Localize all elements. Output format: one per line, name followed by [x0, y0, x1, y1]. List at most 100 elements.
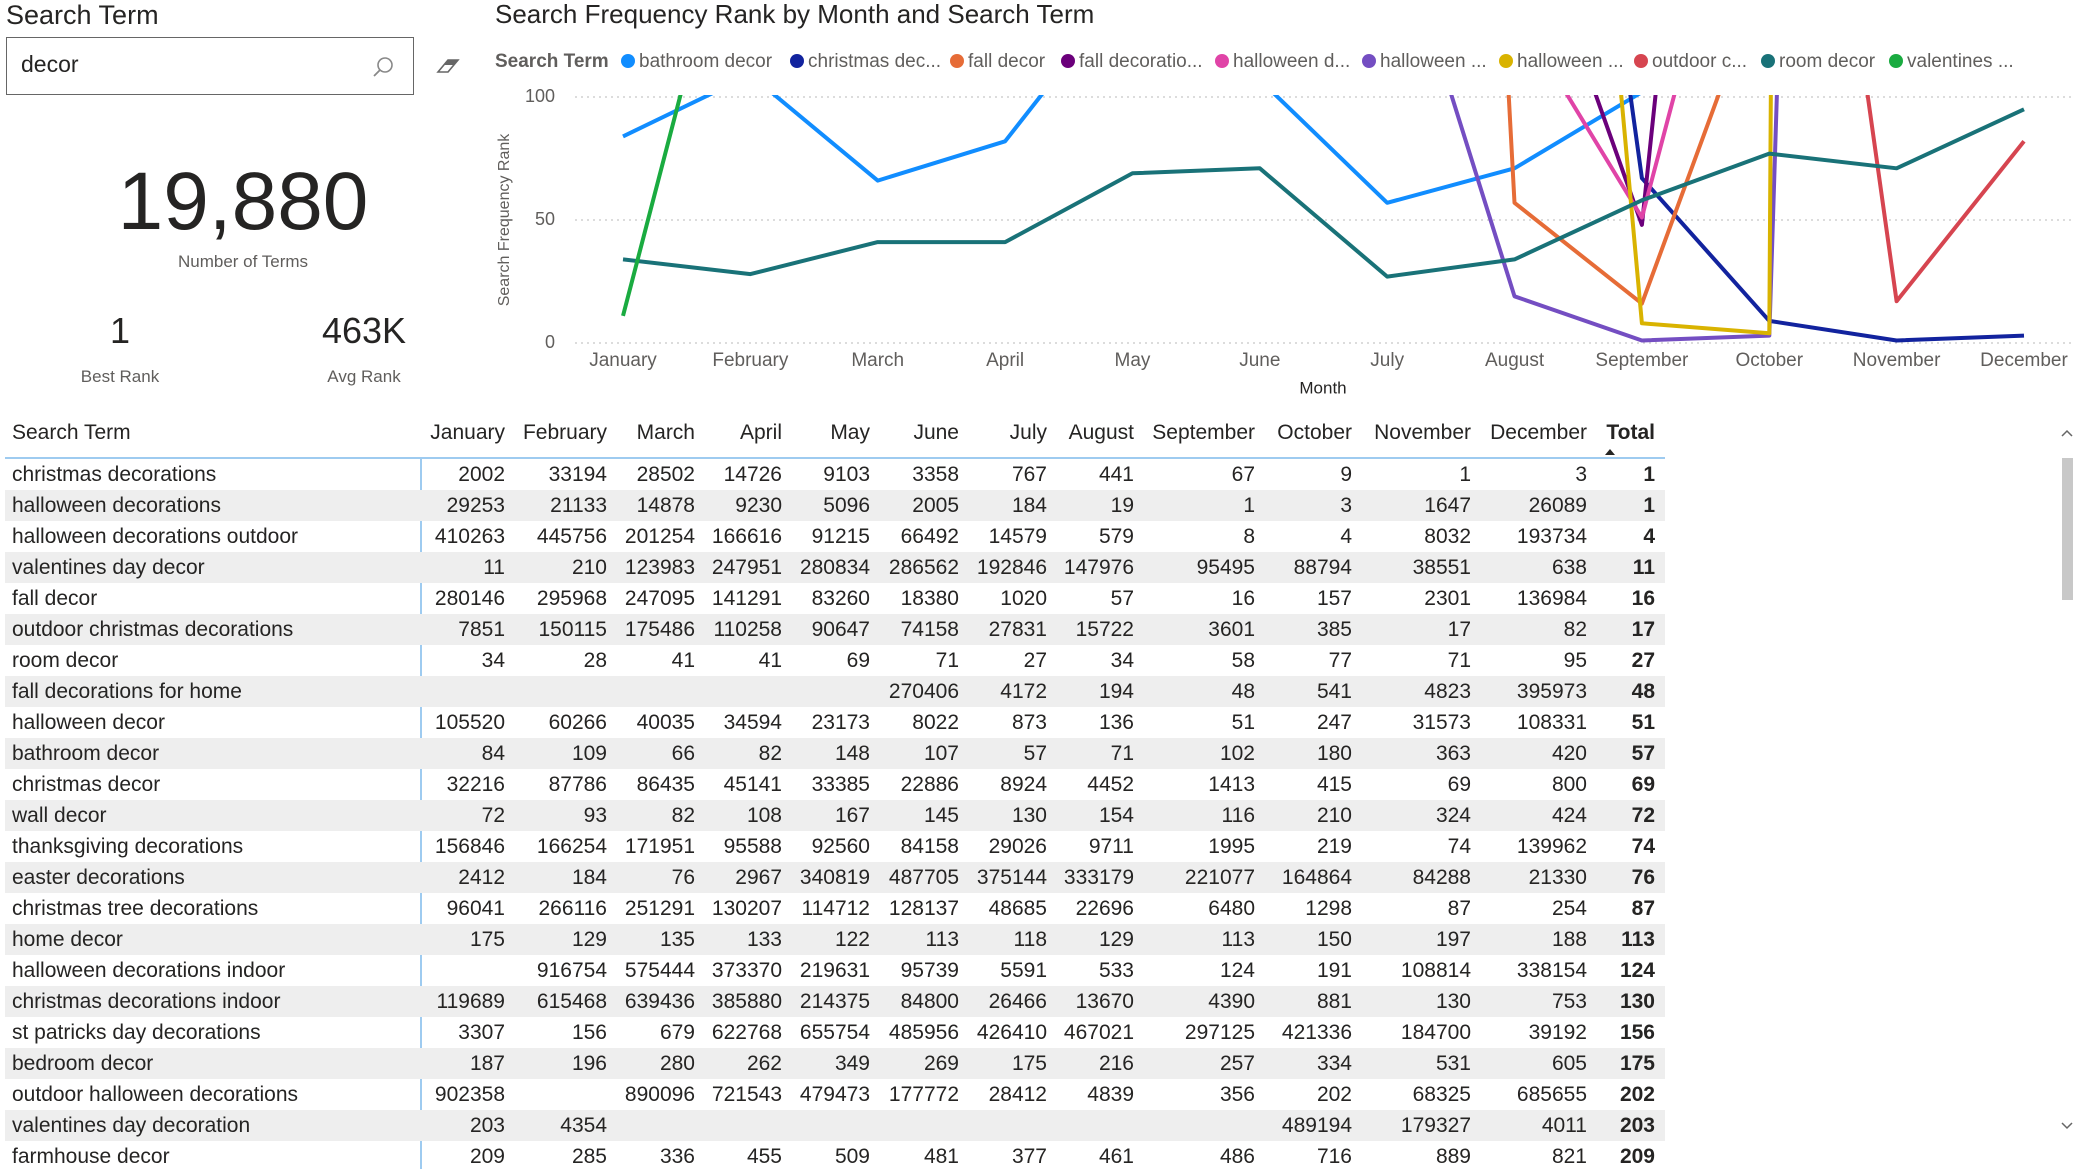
- column-header: October: [1277, 421, 1352, 444]
- table-cell: 45141: [723, 773, 782, 796]
- table-cell: 175: [469, 928, 505, 951]
- y-tick-label: 50: [535, 209, 555, 229]
- table-cell: 247951: [711, 556, 782, 579]
- table-cell: 1: [1243, 494, 1255, 517]
- table-cell: 48: [1631, 680, 1655, 703]
- card-value: 1: [109, 310, 131, 352]
- table-cell: 4: [1340, 525, 1352, 548]
- table-cell: 166254: [536, 835, 607, 858]
- matrix-table: Search Term January February March April May J…: [0, 415, 2050, 1169]
- table-cell: 164864: [1281, 866, 1352, 889]
- table-cell: 123983: [624, 556, 695, 579]
- row-stripe: [5, 738, 1665, 769]
- legend-title: Search Term: [495, 51, 609, 72]
- table-cell: 136984: [1516, 587, 1587, 610]
- table-cell: 40035: [636, 711, 695, 734]
- row-label: easter decorations: [12, 866, 185, 889]
- table-cell: 171951: [624, 835, 695, 858]
- table-cell: 4: [1643, 525, 1655, 548]
- table-cell: 219631: [799, 959, 870, 982]
- x-tick-label: February: [712, 350, 789, 371]
- table-cell: 69: [1447, 773, 1471, 796]
- table-cell: 27: [1023, 649, 1047, 672]
- table-cell: 114712: [801, 897, 870, 920]
- table-cell: 4354: [560, 1114, 607, 1137]
- column-header: Total: [1606, 421, 1655, 444]
- column-header: June: [913, 421, 959, 444]
- column-header: December: [1490, 421, 1587, 444]
- table-cell: 541: [1316, 680, 1352, 703]
- table-cell: 9: [1340, 463, 1352, 486]
- row-stripe: [5, 986, 1665, 1017]
- table-cell: 105520: [434, 711, 505, 734]
- row-stripe: [5, 490, 1665, 521]
- table-cell: 280146: [434, 587, 505, 610]
- table-cell: 1: [1643, 494, 1655, 517]
- search-icon[interactable]: [372, 55, 396, 79]
- table-cell: 821: [1551, 1145, 1587, 1168]
- column-header: March: [636, 421, 695, 444]
- table-cell: 445756: [536, 525, 607, 548]
- table-cell: 14726: [723, 463, 782, 486]
- table-cell: 86435: [636, 773, 695, 796]
- search-box[interactable]: decor: [6, 37, 414, 95]
- table-cell: 51: [1631, 711, 1655, 734]
- table-cell: 509: [834, 1145, 870, 1168]
- row-label: halloween decorations outdoor: [12, 525, 299, 548]
- table-cell: 16: [1631, 587, 1655, 610]
- table-cell: 622768: [711, 1021, 782, 1044]
- series-line: [1865, 95, 2026, 304]
- table-cell: 87786: [548, 773, 607, 796]
- row-label: fall decorations for home: [12, 680, 242, 703]
- clear-selection-icon[interactable]: [434, 54, 462, 78]
- table-cell: 74: [1447, 835, 1471, 858]
- table-cell: 83260: [811, 587, 870, 610]
- table-cell: 655754: [799, 1021, 870, 1044]
- table-cell: 338154: [1516, 959, 1587, 982]
- scrollbar[interactable]: [2055, 420, 2079, 1140]
- row-label: christmas decorations indoor: [12, 990, 281, 1013]
- table-cell: 6480: [1208, 897, 1255, 920]
- table-cell: 485956: [888, 1021, 959, 1044]
- table-cell: 280834: [799, 556, 870, 579]
- table-cell: 74: [1631, 835, 1655, 858]
- table-cell: 108814: [1400, 959, 1471, 982]
- legend-marker: [790, 54, 804, 68]
- table-cell: 902358: [434, 1083, 505, 1106]
- row-label: bedroom decor: [12, 1052, 154, 1075]
- table-cell: 3: [1340, 494, 1352, 517]
- table-cell: 531: [1435, 1052, 1471, 1075]
- table-cell: 2005: [912, 494, 959, 517]
- y-tick-label: 0: [545, 332, 555, 352]
- table-cell: 39192: [1528, 1021, 1587, 1044]
- sort-indicator[interactable]: [1603, 447, 1617, 457]
- table-cell: 201254: [624, 525, 695, 548]
- table-cell: 420: [1551, 742, 1587, 765]
- table-cell: 48685: [988, 897, 1047, 920]
- series-line: [1564, 95, 1677, 220]
- table-cell: 82: [1563, 618, 1587, 641]
- table-cell: 8032: [1424, 525, 1471, 548]
- table-cell: 479473: [799, 1083, 870, 1106]
- table-cell: 109: [571, 742, 607, 765]
- legend-marker: [621, 54, 635, 68]
- table-cell: 4839: [1087, 1083, 1134, 1106]
- table-cell: 421336: [1281, 1021, 1352, 1044]
- line-chart: Search Frequency Rank by Month and Searc…: [495, 0, 2072, 397]
- table-cell: 295968: [536, 587, 607, 610]
- table-cell: 41: [671, 649, 695, 672]
- row-label: halloween decor: [12, 711, 165, 734]
- table-cell: 129: [1098, 928, 1134, 951]
- table-cell: 873: [1011, 711, 1047, 734]
- y-tick-label: 100: [525, 86, 555, 106]
- table-cell: 4823: [1424, 680, 1471, 703]
- table-cell: 13670: [1075, 990, 1134, 1013]
- table-cell: 410263: [434, 525, 505, 548]
- table-cell: 455: [746, 1145, 782, 1168]
- table-cell: 57: [1631, 742, 1655, 765]
- table-cell: 415: [1316, 773, 1352, 796]
- column-header: September: [1152, 421, 1255, 444]
- row-stripe: [5, 800, 1665, 831]
- table-cell: 156: [571, 1021, 607, 1044]
- table-cell: 221077: [1184, 866, 1255, 889]
